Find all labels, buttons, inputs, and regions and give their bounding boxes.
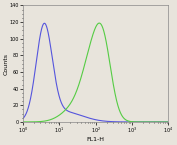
X-axis label: FL1-H: FL1-H: [87, 137, 105, 142]
Y-axis label: Counts: Counts: [4, 53, 8, 75]
